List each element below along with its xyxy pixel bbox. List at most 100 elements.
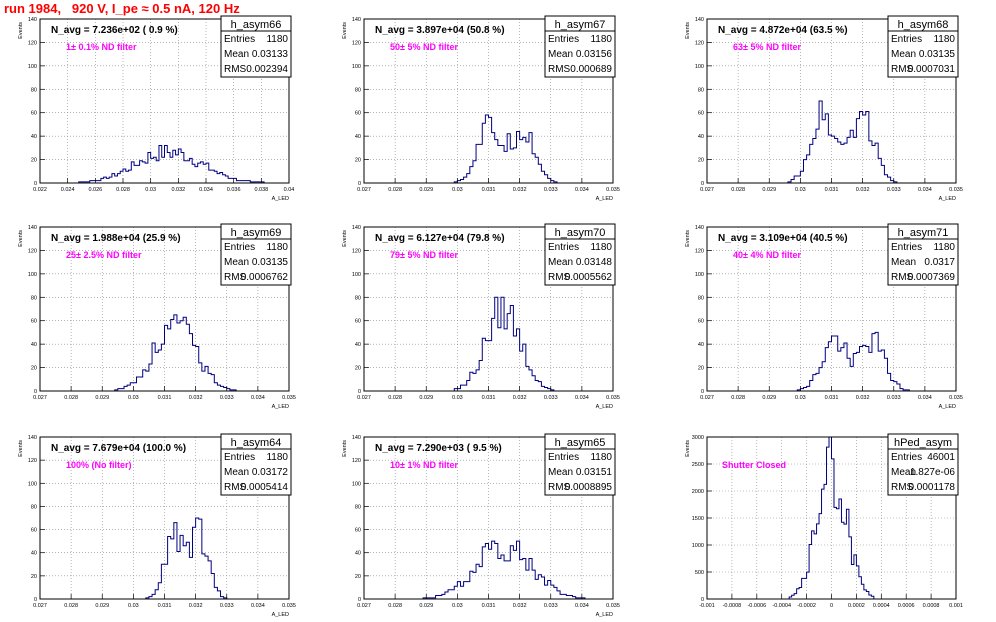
histogram-bar <box>140 377 143 391</box>
x-tick-label: 0.029 <box>419 603 433 609</box>
histogram-bar <box>835 138 838 183</box>
histogram-bar <box>146 371 149 391</box>
navg-label: N_avg = 1.988e+04 (25.9 %) <box>51 233 181 244</box>
x-tick-label: 0.031 <box>482 395 496 401</box>
stats-rms-value: 0.0001178 <box>908 482 955 493</box>
stats-entries-value: 1180 <box>590 34 612 45</box>
stats-entries-label: Entries <box>224 242 255 253</box>
stats-mean-label: Mean <box>224 467 249 478</box>
histogram-bar <box>816 373 819 391</box>
y-tick-label: 0 <box>358 597 361 603</box>
histogram-bar <box>566 596 569 599</box>
histogram-bar <box>856 352 859 391</box>
x-tick-label: 0.028 <box>64 603 78 609</box>
x-tick-label: 0.035 <box>949 187 963 193</box>
histogram-bar <box>841 348 844 391</box>
y-tick-label: 20 <box>31 574 37 580</box>
stats-box <box>220 15 292 78</box>
y-tick-label: 40 <box>355 551 361 557</box>
y-tick-label: 80 <box>31 87 37 93</box>
y-tick-label: 2000 <box>692 489 704 495</box>
x-tick-label: -0.001 <box>699 603 715 609</box>
histogram-bar <box>464 385 467 391</box>
filter-annotation: 100% (No filter) <box>66 460 132 470</box>
y-tick-label: 100 <box>28 481 37 487</box>
y-tick-label: 20 <box>31 366 37 372</box>
stats-mean-label: Mean <box>548 49 573 60</box>
x-tick-label: 0.027 <box>357 395 371 401</box>
stats-entries-label: Entries <box>224 34 255 45</box>
histogram-bar <box>479 567 482 599</box>
stats-title: h_asym70 <box>555 227 606 239</box>
x-axis-title: A_LED <box>596 404 613 410</box>
x-tick-label: 0.031 <box>158 603 172 609</box>
histogram-bar <box>485 115 488 183</box>
histogram-bar <box>844 524 846 599</box>
histogram-bar <box>863 345 866 391</box>
x-tick-label: 0.03 <box>128 395 139 401</box>
histogram-bar <box>860 112 863 183</box>
histogram-bar <box>532 154 535 183</box>
x-tick-label: 0.032 <box>856 187 870 193</box>
histogram-bar <box>142 162 145 183</box>
histogram-bar <box>828 135 831 183</box>
stats-entries-label: Entries <box>548 242 579 253</box>
stats-rms-value: 0.000689 <box>570 64 612 75</box>
y-tick-label: 0 <box>34 181 37 187</box>
stats-box <box>544 15 616 78</box>
y-tick-label: 100 <box>28 272 37 278</box>
histogram-bar <box>106 178 109 183</box>
stats-entries-value: 46001 <box>927 452 955 463</box>
page-title: run 1984, 920 V, I_pe ≈ 0.5 nA, 120 Hz <box>4 1 240 16</box>
x-tick-label: 0.027 <box>357 187 371 193</box>
x-tick-label: 0.034 <box>918 395 932 401</box>
y-tick-label: 60 <box>31 528 37 534</box>
histogram-bar <box>202 554 205 599</box>
y-tick-label: 120 <box>352 458 361 464</box>
histogram-bar <box>203 164 206 183</box>
x-tick-label: 0.0002 <box>848 603 865 609</box>
histogram-bar <box>184 161 187 183</box>
y-tick-label: 80 <box>355 87 361 93</box>
y-tick-label: 40 <box>355 134 361 140</box>
y-tick-label: 1000 <box>692 543 704 549</box>
panel-h_asym64: 0.027 0.028 0.029 0.03 0.031 0.032 0.033 0.034 0… <box>18 433 296 618</box>
x-tick-label: 0.027 <box>33 395 47 401</box>
histogram-bar <box>838 351 841 391</box>
y-tick-label: 100 <box>352 64 361 70</box>
histogram-bar <box>155 352 158 391</box>
filter-annotation: 1± 0.1% ND filter <box>66 42 137 52</box>
stats-box <box>544 433 616 496</box>
x-tick-label: 0.0006 <box>898 603 915 609</box>
stats-title: h_asym65 <box>555 437 606 449</box>
x-tick-label: 0.03 <box>145 187 156 193</box>
y-tick-label: 100 <box>695 64 704 70</box>
histogram-bar <box>863 115 866 183</box>
x-tick-label: 0.026 <box>88 187 102 193</box>
histogram-bar <box>847 137 850 183</box>
x-tick-label: 0.034 <box>251 603 265 609</box>
histogram-bar <box>165 564 168 599</box>
y-tick-label: 40 <box>31 134 37 140</box>
x-tick-label: 0.03 <box>452 603 463 609</box>
x-tick-label: 0.031 <box>158 395 172 401</box>
panel-hPed_asym: -0.001 -0.0008 -0.0006 -0.0004 -0.0002 0 0.000… <box>685 433 963 609</box>
x-axis-title: A_LED <box>596 196 613 202</box>
y-tick-label: 80 <box>355 504 361 510</box>
histogram-bar <box>814 534 816 599</box>
stats-entries-value: 1180 <box>266 242 288 253</box>
x-tick-label: 0.032 <box>513 603 527 609</box>
y-tick-label: 140 <box>28 435 37 441</box>
x-tick-label: -0.0008 <box>723 603 742 609</box>
x-tick-label: 0.032 <box>513 395 527 401</box>
y-tick-label: 0 <box>358 181 361 187</box>
y-tick-label: 20 <box>355 366 361 372</box>
stats-entries-label: Entries <box>548 452 579 463</box>
x-tick-label: 0.033 <box>887 187 901 193</box>
histogram-bar <box>161 344 164 391</box>
x-tick-label: 0.034 <box>575 187 589 193</box>
y-tick-label: 3000 <box>692 435 704 441</box>
x-tick-label: 0.035 <box>282 603 296 609</box>
histogram-bar <box>186 324 189 391</box>
